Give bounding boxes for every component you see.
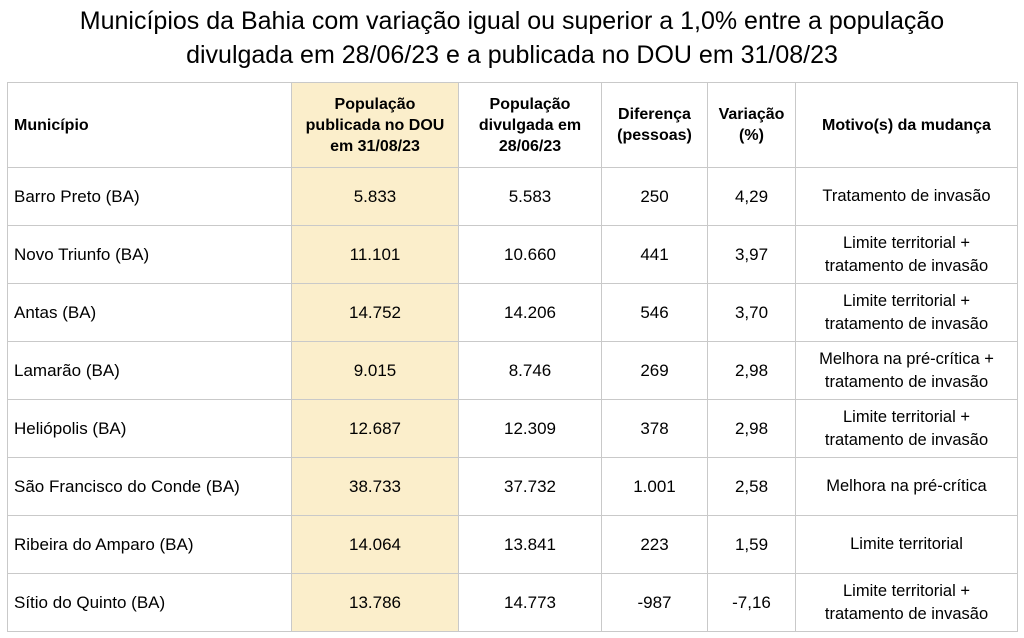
cell-variacao: 1,59 xyxy=(707,515,796,574)
cell-motivo: Limite territorial xyxy=(795,515,1018,574)
motivo-text-line: Limite territorial + xyxy=(843,407,970,426)
municipios-table: Município População publicada no DOU em 31/… xyxy=(7,82,1018,632)
table-body: Barro Preto (BA) 5.833 5.583 250 4,29 Tratame… xyxy=(7,167,1018,632)
cell-variacao: 2,98 xyxy=(707,341,796,400)
motivo-text-line: Limite territorial xyxy=(850,535,963,553)
cell-municipio: Lamarão (BA) xyxy=(7,341,292,400)
motivo-text-line: Tratamento de invasão xyxy=(822,187,991,205)
cell-populacao-divulgada: 10.660 xyxy=(458,225,602,284)
motivo-text-line: Limite territorial + xyxy=(843,233,970,252)
cell-populacao-dou: 14.752 xyxy=(291,283,459,342)
cell-populacao-divulgada: 12.309 xyxy=(458,399,602,458)
cell-populacao-divulgada: 14.773 xyxy=(458,573,602,632)
cell-variacao: 3,70 xyxy=(707,283,796,342)
header-text-line: (%) xyxy=(739,127,764,144)
cell-diferenca: 378 xyxy=(601,399,708,458)
cell-motivo: Limite territorial + tratamento de invasã… xyxy=(795,283,1018,342)
cell-municipio: Heliópolis (BA) xyxy=(7,399,292,458)
page-title: Municípios da Bahia com variação igual o… xyxy=(0,4,1024,72)
cell-diferenca: 441 xyxy=(601,225,708,284)
cell-populacao-dou: 38.733 xyxy=(291,457,459,516)
cell-municipio: Barro Preto (BA) xyxy=(7,167,292,226)
header-text-line: População xyxy=(334,95,416,113)
cell-populacao-dou: 12.687 xyxy=(291,399,459,458)
table-header-row: Município População publicada no DOU em 31/… xyxy=(7,82,1018,168)
cell-variacao: -7,16 xyxy=(707,573,796,632)
cell-populacao-dou: 9.015 xyxy=(291,341,459,400)
cell-motivo: Limite territorial + tratamento de invasã… xyxy=(795,225,1018,284)
header-diferenca: Diferença (pessoas) xyxy=(601,82,708,168)
cell-populacao-dou: 5.833 xyxy=(291,167,459,226)
cell-municipio: São Francisco do Conde (BA) xyxy=(7,457,292,516)
header-text-line: Município xyxy=(14,116,89,134)
table-row: Lamarão (BA) 9.015 8.746 269 2,98 Melhora na … xyxy=(7,341,1018,400)
cell-diferenca: -987 xyxy=(601,573,708,632)
motivo-text-line: Melhora na pré-crítica xyxy=(826,477,987,495)
title-line-2: divulgada em 28/06/23 e a publicada no D… xyxy=(186,41,838,69)
table-row: Novo Triunfo (BA) 11.101 10.660 441 3,97 Limi… xyxy=(7,225,1018,284)
header-municipio: Município xyxy=(7,82,292,168)
cell-populacao-divulgada: 14.206 xyxy=(458,283,602,342)
header-text-line: (pessoas) xyxy=(617,127,692,144)
cell-populacao-dou: 13.786 xyxy=(291,573,459,632)
cell-populacao-dou: 14.064 xyxy=(291,515,459,574)
cell-municipio: Ribeira do Amparo (BA) xyxy=(7,515,292,574)
motivo-text-line: Limite territorial + xyxy=(843,291,970,310)
cell-motivo: Limite territorial + tratamento de invasã… xyxy=(795,573,1018,632)
table-row: Sítio do Quinto (BA) 13.786 14.773 -987 -7,1… xyxy=(7,573,1018,632)
header-text-line: População xyxy=(489,95,571,113)
cell-populacao-divulgada: 8.746 xyxy=(458,341,602,400)
motivo-text-line: tratamento de invasão xyxy=(824,256,989,275)
header-text-line: Diferença xyxy=(618,106,691,123)
cell-motivo: Tratamento de invasão xyxy=(795,167,1018,226)
cell-municipio: Antas (BA) xyxy=(7,283,292,342)
header-variacao: Variação (%) xyxy=(707,82,796,168)
cell-variacao: 2,58 xyxy=(707,457,796,516)
cell-variacao: 2,98 xyxy=(707,399,796,458)
table-row: Barro Preto (BA) 5.833 5.583 250 4,29 Tratame… xyxy=(7,167,1018,226)
cell-motivo: Melhora na pré-crítica xyxy=(795,457,1018,516)
cell-diferenca: 1.001 xyxy=(601,457,708,516)
cell-variacao: 4,29 xyxy=(707,167,796,226)
cell-populacao-divulgada: 5.583 xyxy=(458,167,602,226)
cell-motivo: Melhora na pré-crítica + tratamento de in… xyxy=(795,341,1018,400)
cell-municipio: Novo Triunfo (BA) xyxy=(7,225,292,284)
table-row: Heliópolis (BA) 12.687 12.309 378 2,98 Limite… xyxy=(7,399,1018,458)
cell-diferenca: 250 xyxy=(601,167,708,226)
motivo-text-line: tratamento de invasão xyxy=(824,372,989,391)
cell-diferenca: 546 xyxy=(601,283,708,342)
cell-diferenca: 269 xyxy=(601,341,708,400)
header-motivo: Motivo(s) da mudança xyxy=(795,82,1018,168)
motivo-text-line: Melhora na pré-crítica + xyxy=(819,349,994,368)
table-row: Antas (BA) 14.752 14.206 546 3,70 Limite terr… xyxy=(7,283,1018,342)
motivo-text-line: tratamento de invasão xyxy=(824,604,989,623)
header-text-line: Motivo(s) da mudança xyxy=(822,116,991,134)
cell-diferenca: 223 xyxy=(601,515,708,574)
header-text-line: 28/06/23 xyxy=(498,137,562,155)
cell-municipio: Sítio do Quinto (BA) xyxy=(7,573,292,632)
header-text-line: em 31/08/23 xyxy=(330,137,420,155)
header-populacao-dou: População publicada no DOU em 31/08/23 xyxy=(291,82,459,168)
motivo-text-line: Limite territorial + xyxy=(843,581,970,600)
header-text-line: Variação xyxy=(718,106,785,123)
cell-populacao-dou: 11.101 xyxy=(291,225,459,284)
cell-populacao-divulgada: 13.841 xyxy=(458,515,602,574)
cell-variacao: 3,97 xyxy=(707,225,796,284)
table-row: Ribeira do Amparo (BA) 14.064 13.841 223 1,5… xyxy=(7,515,1018,574)
header-text-line: publicada no DOU xyxy=(305,116,445,134)
table-row: São Francisco do Conde (BA) 38.733 37.732 1… xyxy=(7,457,1018,516)
title-line-1: Municípios da Bahia com variação igual o… xyxy=(79,7,945,35)
header-populacao-divulgada: População divulgada em 28/06/23 xyxy=(458,82,602,168)
header-text-line: divulgada em xyxy=(478,116,582,134)
cell-motivo: Limite territorial + tratamento de invasã… xyxy=(795,399,1018,458)
motivo-text-line: tratamento de invasão xyxy=(824,314,989,333)
cell-populacao-divulgada: 37.732 xyxy=(458,457,602,516)
motivo-text-line: tratamento de invasão xyxy=(824,430,989,449)
